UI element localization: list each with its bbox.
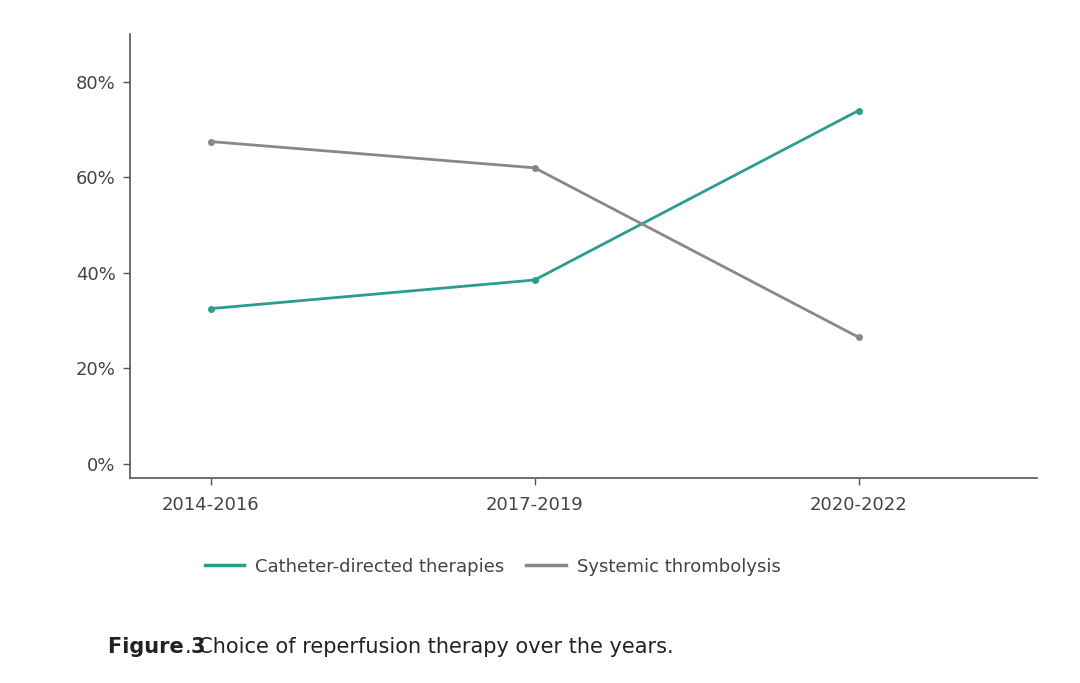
Text: . Choice of reperfusion therapy over the years.: . Choice of reperfusion therapy over the… <box>185 637 673 657</box>
Text: Figure 3: Figure 3 <box>108 637 205 657</box>
Legend: Catheter-directed therapies, Systemic thrombolysis: Catheter-directed therapies, Systemic th… <box>204 558 781 576</box>
